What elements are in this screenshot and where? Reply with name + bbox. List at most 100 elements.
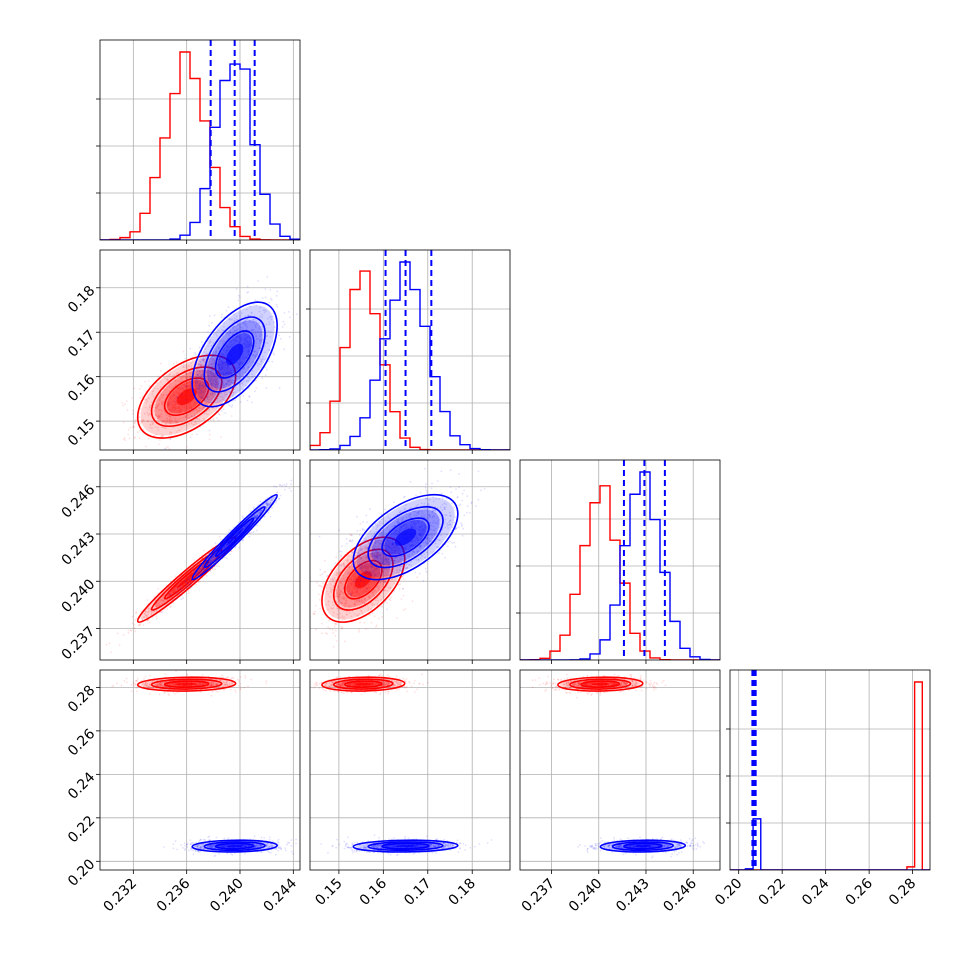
scatter-point	[247, 522, 250, 525]
scatter-point	[159, 386, 162, 388]
scatter-point	[188, 365, 190, 368]
scatter-point	[116, 632, 119, 635]
scatter-point	[219, 395, 221, 398]
scatter-point	[150, 613, 153, 616]
scatter-point	[197, 373, 199, 376]
scatter-point	[228, 391, 231, 394]
scatter-point	[215, 410, 218, 412]
scatter-point	[151, 420, 153, 423]
scatter-point	[165, 423, 167, 425]
scatter-point	[372, 572, 375, 574]
scatter-point	[147, 412, 150, 415]
scatter-point	[402, 609, 405, 612]
scatter-point	[210, 384, 213, 387]
scatter-point	[232, 382, 234, 385]
scatter-point	[202, 391, 205, 394]
scatter-point	[197, 396, 200, 398]
scatter-point	[278, 334, 280, 337]
scatter-point	[214, 383, 217, 386]
scatter-point	[247, 366, 250, 369]
scatter-point	[347, 580, 350, 582]
scatter-point	[241, 527, 244, 529]
scatter-point	[181, 594, 183, 597]
scatter-point	[157, 604, 160, 606]
scatter-point	[256, 355, 259, 358]
scatter-point	[334, 562, 337, 565]
scatter-point	[216, 394, 219, 397]
scatter-point	[376, 597, 379, 599]
scatter-point	[280, 337, 282, 340]
scatter-point	[197, 363, 200, 366]
scatter-point	[193, 569, 196, 571]
scatter-point	[255, 335, 258, 338]
scatter-point	[213, 314, 216, 317]
scatter-point	[159, 398, 161, 401]
scatter-point	[359, 556, 362, 559]
scatter-point	[222, 387, 225, 389]
scatter-point	[155, 404, 158, 407]
scatter-point	[223, 366, 226, 369]
scatter-point	[268, 504, 270, 507]
scatter-point	[216, 411, 219, 414]
scatter-point	[198, 386, 201, 388]
scatter-point	[371, 581, 373, 584]
scatter-point	[145, 615, 148, 617]
scatter-point	[371, 612, 374, 615]
scatter-point	[218, 367, 221, 370]
scatter-point	[170, 431, 173, 434]
scatter-point	[200, 374, 202, 377]
scatter-point	[238, 294, 240, 297]
scatter-point	[221, 396, 224, 398]
scatter-point	[227, 403, 230, 406]
scatter-point	[266, 276, 269, 278]
scatter-point	[165, 420, 168, 422]
scatter-point	[342, 562, 345, 565]
scatter-point	[231, 404, 234, 406]
scatter-point	[446, 497, 448, 500]
scatter-point	[247, 366, 250, 369]
scatter-point	[255, 355, 257, 358]
scatter-point	[229, 404, 231, 407]
scatter-point	[201, 565, 204, 568]
scatter-point	[364, 565, 366, 568]
scatter-point	[210, 419, 212, 422]
scatter-point	[253, 355, 256, 357]
scatter-point	[168, 593, 171, 595]
scatter-point	[210, 558, 213, 561]
scatter-point	[210, 560, 213, 563]
scatter-point	[314, 610, 316, 613]
scatter-point	[169, 373, 171, 376]
scatter-point	[210, 321, 213, 324]
scatter-point	[234, 325, 236, 328]
scatter-point	[161, 396, 164, 399]
scatter-point	[167, 403, 169, 406]
scatter-point	[233, 320, 236, 323]
scatter-point	[386, 570, 389, 573]
scatter-point	[184, 579, 187, 582]
scatter-point	[168, 402, 171, 405]
scatter-point	[274, 496, 277, 498]
scatter-point	[247, 314, 250, 317]
scatter-point	[248, 353, 250, 356]
scatter-point	[233, 342, 236, 345]
panel-content	[310, 467, 486, 648]
scatter-point	[259, 511, 261, 514]
scatter-point	[265, 508, 267, 511]
scatter-point	[198, 580, 201, 583]
scatter-point	[255, 322, 258, 325]
scatter-point	[259, 315, 262, 318]
scatter-point	[245, 328, 248, 331]
scatter-point	[189, 394, 192, 397]
scatter-point	[244, 319, 246, 322]
scatter-point	[161, 599, 164, 601]
scatter-point	[244, 527, 246, 529]
scatter-point	[341, 619, 344, 621]
scatter-point	[338, 564, 340, 567]
scatter-point	[248, 353, 251, 356]
scatter-point	[133, 422, 136, 425]
scatter-point	[201, 397, 203, 399]
scatter-point	[189, 584, 192, 586]
scatter-point	[195, 572, 198, 575]
scatter-point	[186, 416, 189, 419]
scatter-point	[275, 500, 278, 502]
